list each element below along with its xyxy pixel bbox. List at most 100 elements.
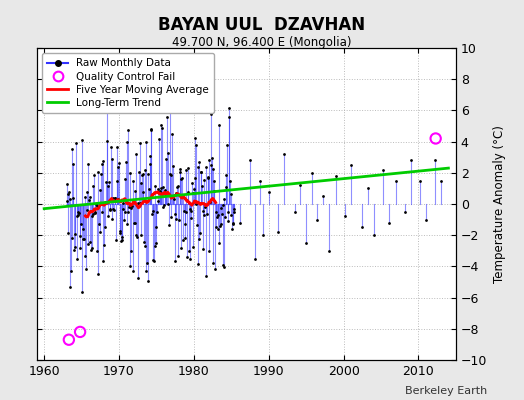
- Y-axis label: Temperature Anomaly (°C): Temperature Anomaly (°C): [493, 125, 506, 283]
- Point: [265, 188, 273, 195]
- Point: [105, 206, 114, 213]
- Point: [202, 272, 211, 279]
- Point: [123, 220, 132, 227]
- Point: [135, 169, 143, 176]
- Point: [256, 178, 264, 184]
- Point: [108, 155, 116, 162]
- Point: [219, 202, 227, 209]
- Point: [195, 159, 204, 166]
- Point: [112, 178, 121, 184]
- Point: [63, 181, 71, 188]
- Point: [225, 104, 234, 111]
- Point: [341, 213, 350, 220]
- Point: [74, 209, 82, 215]
- Point: [184, 248, 193, 254]
- Point: [127, 205, 136, 211]
- Point: [128, 268, 137, 274]
- Point: [108, 194, 117, 201]
- Point: [193, 261, 202, 267]
- Point: [164, 200, 172, 207]
- Point: [199, 208, 207, 214]
- Point: [122, 159, 130, 166]
- Point: [363, 185, 372, 192]
- Point: [226, 190, 235, 197]
- Point: [174, 217, 183, 223]
- Point: [94, 271, 102, 277]
- Point: [89, 182, 97, 189]
- Point: [98, 208, 106, 215]
- Point: [91, 209, 99, 215]
- Point: [140, 239, 148, 246]
- Point: [182, 166, 190, 173]
- Point: [69, 194, 77, 201]
- Point: [77, 221, 85, 227]
- Point: [170, 196, 178, 202]
- Point: [118, 234, 126, 240]
- Point: [138, 171, 147, 178]
- Point: [155, 136, 163, 142]
- Point: [200, 176, 208, 183]
- Point: [136, 200, 145, 206]
- Point: [223, 142, 231, 148]
- Point: [119, 206, 127, 212]
- Point: [78, 137, 86, 143]
- Point: [151, 224, 160, 230]
- Point: [203, 210, 211, 217]
- Point: [188, 180, 196, 186]
- Point: [172, 216, 181, 222]
- Point: [115, 160, 123, 166]
- Point: [99, 158, 107, 164]
- Point: [147, 126, 155, 133]
- Point: [75, 233, 84, 239]
- Point: [173, 183, 182, 189]
- Point: [179, 237, 187, 244]
- Point: [111, 194, 119, 201]
- Point: [157, 122, 166, 129]
- Point: [171, 258, 179, 264]
- Point: [87, 247, 95, 254]
- Point: [140, 242, 149, 249]
- Point: [85, 194, 94, 200]
- Point: [189, 244, 198, 250]
- Point: [65, 188, 73, 195]
- Point: [324, 248, 333, 254]
- Point: [137, 232, 146, 238]
- Point: [208, 154, 216, 161]
- Point: [174, 253, 182, 259]
- Point: [135, 140, 144, 146]
- Point: [97, 171, 105, 177]
- Point: [148, 211, 156, 218]
- Point: [183, 254, 191, 260]
- Point: [153, 208, 161, 215]
- Point: [141, 268, 150, 274]
- Point: [202, 164, 210, 170]
- Point: [369, 232, 378, 238]
- Point: [125, 170, 134, 176]
- Point: [210, 188, 219, 194]
- Point: [191, 135, 199, 142]
- Point: [67, 268, 75, 274]
- Point: [250, 256, 259, 262]
- Point: [69, 161, 78, 167]
- Point: [173, 184, 181, 190]
- Point: [124, 209, 133, 215]
- Point: [107, 216, 116, 222]
- Point: [100, 242, 108, 248]
- Point: [92, 201, 100, 208]
- Point: [169, 192, 178, 199]
- Point: [145, 186, 153, 192]
- Point: [206, 110, 215, 117]
- Point: [107, 144, 115, 150]
- Point: [75, 210, 83, 216]
- Point: [198, 183, 206, 190]
- Point: [207, 162, 215, 168]
- Point: [81, 194, 89, 200]
- Point: [79, 236, 87, 242]
- Point: [180, 235, 189, 241]
- Point: [220, 264, 228, 270]
- Point: [177, 244, 185, 251]
- Point: [150, 258, 158, 265]
- Point: [114, 195, 123, 202]
- Point: [204, 175, 212, 182]
- Point: [143, 260, 151, 266]
